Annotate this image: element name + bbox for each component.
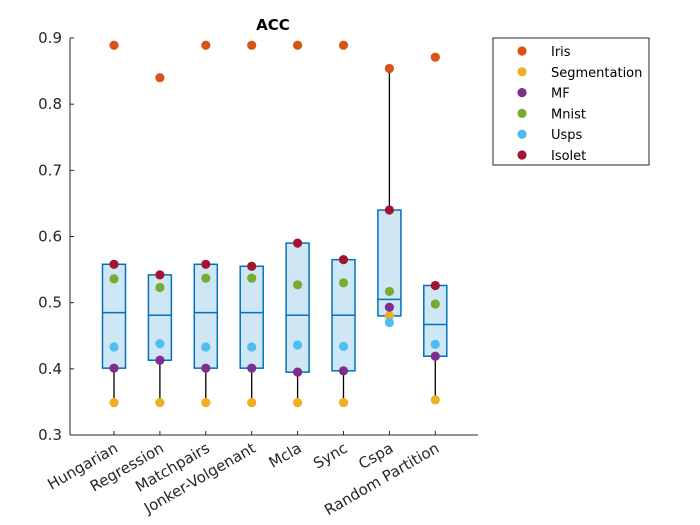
point-mnist [201,273,211,283]
point-iris [247,40,257,50]
chart-title: ACC [256,16,290,34]
y-tick-label: 0.3 [38,426,62,444]
point-isolet [384,205,394,215]
point-segmentation [247,397,257,408]
legend-box [492,37,650,166]
point-isolet [109,259,119,269]
point-mnist [338,278,349,288]
point-segmentation [155,397,165,408]
legend-label-usps: Usps [551,128,583,143]
point-mf [384,302,394,312]
point-mnist [384,286,394,297]
point-mnist [293,280,303,290]
point-mnist [430,299,440,309]
box-matchpairs [193,263,219,403]
point-segmentation [109,397,119,408]
box-mcla [285,242,310,403]
legend: Iris Segmentation MF Mnist Usps Isolet [492,37,650,166]
point-iris [155,73,165,83]
point-isolet [430,280,440,291]
point-mf [109,363,119,373]
x-tick-labels: HungarianRegressionMatchpairsJonker-Volg… [44,439,442,519]
point-mnist [247,273,257,283]
point-isolet [338,255,349,265]
point-usps [430,339,440,349]
point-mnist [109,274,119,284]
point-usps [247,342,257,352]
point-isolet [293,238,303,248]
legend-marker-iris [517,46,527,56]
point-usps [384,317,394,328]
y-tick-label: 0.6 [38,228,62,246]
box-hungarian [101,263,127,403]
box-jonker-volgenant [239,265,264,403]
box-regression [147,274,173,403]
point-usps [155,339,165,349]
box-rect [285,242,310,373]
point-mf [201,363,211,373]
point-usps [338,341,349,351]
point-iris [293,40,303,50]
point-usps [201,342,211,352]
point-mf [247,363,257,373]
point-usps [109,342,119,352]
y-tick-label: 0.7 [38,161,62,179]
legend-label-isolet: Isolet [551,149,586,164]
box-cspa [377,68,402,323]
legend-label-mf: MF [551,87,570,102]
point-segmentation [338,397,349,408]
legend-marker-isolet [517,150,527,160]
point-usps [293,340,303,350]
legend-marker-mnist [517,108,527,118]
point-iris [384,63,394,74]
point-mnist [155,282,165,293]
box-plots [101,68,448,403]
x-tick-label: Mcla [266,439,305,472]
y-tick-label: 0.8 [38,95,62,113]
legend-marker-mf [517,88,527,98]
legend-marker-segmentation [517,67,527,77]
point-segmentation [384,311,394,321]
point-segmentation [293,397,303,408]
point-segmentation [430,395,440,405]
point-mf [338,366,349,376]
point-mf [155,355,165,365]
point-isolet [247,261,257,271]
point-isolet [155,270,165,280]
point-isolet [201,259,211,269]
y-tick-label: 0.9 [38,29,62,47]
legend-label-segmentation: Segmentation [551,66,642,81]
point-mf [430,351,440,361]
legend-label-mnist: Mnist [551,107,586,122]
plot-axes: 0.3 0.4 0.5 0.6 0.7 0.8 0.9 [38,29,478,444]
data-points [109,40,440,408]
x-tick-label: Sync [310,439,350,473]
y-tick-label: 0.4 [38,360,62,378]
point-iris [430,52,440,62]
point-iris [201,40,211,50]
legend-label-iris: Iris [551,45,571,60]
point-segmentation [201,397,211,408]
point-iris [338,40,349,50]
legend-marker-usps [517,129,527,139]
point-iris [109,40,119,50]
point-mf [293,367,303,377]
y-tick-label: 0.5 [38,294,62,312]
